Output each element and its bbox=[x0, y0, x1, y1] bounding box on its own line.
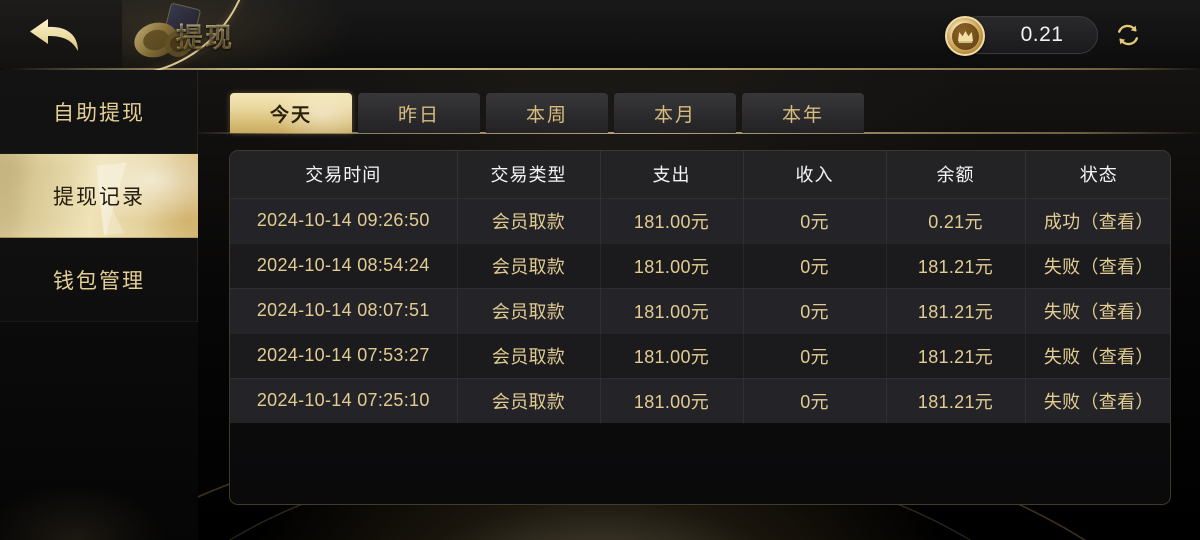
cell-time: 2024-10-14 08:07:51 bbox=[230, 287, 458, 333]
tab-this-year[interactable]: 本年 bbox=[742, 93, 864, 133]
column-header-outflow: 支出 bbox=[600, 151, 744, 198]
tab-this-month[interactable]: 本月 bbox=[614, 93, 736, 133]
header-gold-underline bbox=[0, 68, 1200, 70]
refresh-button[interactable] bbox=[1114, 21, 1142, 49]
table-header-row: 交易时间 交易类型 支出 收入 余额 状态 bbox=[230, 151, 1170, 198]
table-row[interactable]: 2024-10-14 08:07:51 会员取款 181.00元 0元 181.… bbox=[230, 287, 1170, 333]
sidebar-item-withdraw-records[interactable]: 提现记录 bbox=[0, 154, 198, 238]
sidebar: 自助提现 提现记录 钱包管理 bbox=[0, 70, 200, 540]
cell-type: 会员取款 bbox=[457, 377, 601, 423]
cell-balance: 181.21元 bbox=[886, 242, 1026, 288]
cell-inflow: 0元 bbox=[743, 242, 887, 288]
table-row[interactable]: 2024-10-14 07:53:27 会员取款 181.00元 0元 181.… bbox=[230, 332, 1170, 378]
cell-type: 会员取款 bbox=[457, 242, 601, 288]
content-area: 今天 昨日 本周 本月 本年 bbox=[198, 70, 1200, 540]
cell-time: 2024-10-14 09:26:50 bbox=[230, 197, 458, 243]
cell-balance: 0.21元 bbox=[886, 197, 1026, 243]
column-header-balance: 余额 bbox=[886, 151, 1026, 198]
cell-inflow: 0元 bbox=[743, 197, 887, 243]
cell-time: 2024-10-14 07:53:27 bbox=[230, 332, 458, 378]
cell-status-view-link[interactable]: 成功（查看） bbox=[1025, 197, 1170, 243]
tab-label: 今天 bbox=[269, 104, 312, 126]
cell-inflow: 0元 bbox=[743, 332, 887, 378]
cell-time: 2024-10-14 07:25:10 bbox=[230, 377, 458, 423]
sidebar-item-label: 提现记录 bbox=[53, 185, 145, 209]
column-header-status: 状态 bbox=[1025, 151, 1170, 198]
back-button[interactable] bbox=[26, 13, 88, 55]
sidebar-item-wallet-management[interactable]: 钱包管理 bbox=[0, 238, 198, 322]
cell-outflow: 181.00元 bbox=[600, 242, 744, 288]
cell-balance: 181.21元 bbox=[886, 332, 1026, 378]
cell-outflow: 181.00元 bbox=[600, 197, 744, 243]
tab-label: 昨日 bbox=[397, 104, 440, 126]
tab-label: 本年 bbox=[781, 104, 824, 126]
cell-outflow: 181.00元 bbox=[600, 287, 744, 333]
page-title: 提现 bbox=[176, 16, 234, 55]
tab-yesterday[interactable]: 昨日 bbox=[358, 93, 480, 133]
column-header-time: 交易时间 bbox=[230, 151, 458, 198]
sidebar-item-self-withdraw[interactable]: 自助提现 bbox=[0, 70, 198, 154]
sidebar-item-label: 自助提现 bbox=[53, 101, 145, 125]
tab-today[interactable]: 今天 bbox=[230, 93, 352, 133]
table-row[interactable]: 2024-10-14 09:26:50 会员取款 181.00元 0元 0.21… bbox=[230, 197, 1170, 243]
balance-area: 0.21 bbox=[945, 16, 1142, 56]
cell-status-view-link[interactable]: 失败（查看） bbox=[1025, 377, 1170, 423]
cell-type: 会员取款 bbox=[457, 197, 601, 243]
cell-inflow: 0元 bbox=[743, 287, 887, 333]
tab-label: 本周 bbox=[525, 104, 568, 126]
table-row[interactable]: 2024-10-14 07:25:10 会员取款 181.00元 0元 181.… bbox=[230, 377, 1170, 423]
cell-balance: 181.21元 bbox=[886, 377, 1026, 423]
tab-label: 本月 bbox=[653, 104, 696, 126]
cell-status-view-link[interactable]: 失败（查看） bbox=[1025, 287, 1170, 333]
back-arrow-icon bbox=[30, 19, 78, 51]
cell-inflow: 0元 bbox=[743, 377, 887, 423]
transactions-table: 交易时间 交易类型 支出 收入 余额 状态 2024-10-14 09:26:5… bbox=[230, 151, 1170, 423]
refresh-icon bbox=[1118, 24, 1138, 46]
balance-pill[interactable]: 0.21 bbox=[945, 16, 1098, 56]
column-header-type: 交易类型 bbox=[457, 151, 601, 198]
tab-this-week[interactable]: 本周 bbox=[486, 93, 608, 133]
cell-status-view-link[interactable]: 失败（查看） bbox=[1025, 242, 1170, 288]
cell-outflow: 181.00元 bbox=[600, 332, 744, 378]
cell-outflow: 181.00元 bbox=[600, 377, 744, 423]
balance-amount: 0.21 bbox=[1020, 23, 1064, 46]
crown-coin-icon bbox=[945, 16, 985, 56]
cell-type: 会员取款 bbox=[457, 332, 601, 378]
column-header-inflow: 收入 bbox=[743, 151, 887, 198]
transactions-panel: 交易时间 交易类型 支出 收入 余额 状态 2024-10-14 09:26:5… bbox=[229, 150, 1171, 505]
cell-time: 2024-10-14 08:54:24 bbox=[230, 242, 458, 288]
cell-status-view-link[interactable]: 失败（查看） bbox=[1025, 332, 1170, 378]
cell-type: 会员取款 bbox=[457, 287, 601, 333]
sidebar-item-label: 钱包管理 bbox=[53, 269, 145, 293]
top-header-bar: 提现 0.21 bbox=[0, 0, 1200, 70]
cell-balance: 181.21元 bbox=[886, 287, 1026, 333]
sidebar-empty-area bbox=[0, 322, 200, 540]
table-row[interactable]: 2024-10-14 08:54:24 会员取款 181.00元 0元 181.… bbox=[230, 242, 1170, 288]
table-body: 2024-10-14 09:26:50 会员取款 181.00元 0元 0.21… bbox=[230, 197, 1170, 423]
period-tab-bar: 今天 昨日 本周 本月 本年 bbox=[230, 93, 864, 133]
